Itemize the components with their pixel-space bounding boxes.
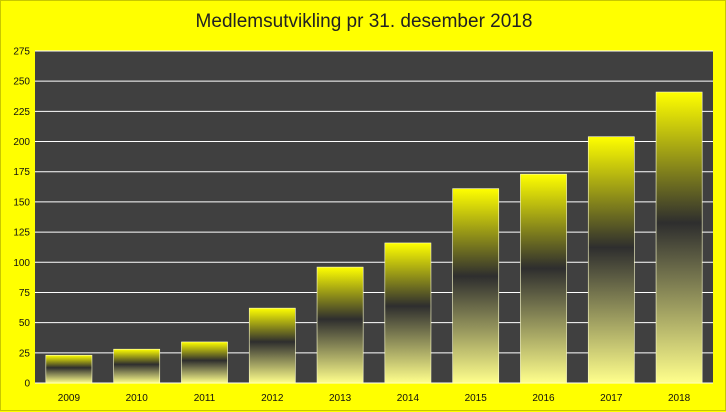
y-tick-label-175: 175 bbox=[13, 167, 30, 178]
chart-title: Medlemsutvikling pr 31. desember 2018 bbox=[195, 11, 533, 32]
x-tick-label-2016: 2016 bbox=[532, 393, 555, 404]
x-tick-label-2010: 2010 bbox=[126, 393, 149, 404]
y-tick-label-0: 0 bbox=[24, 379, 30, 390]
y-tick-label-75: 75 bbox=[19, 288, 31, 299]
x-tick-label-2009: 2009 bbox=[58, 393, 81, 404]
y-tick-label-250: 250 bbox=[13, 77, 30, 88]
y-tick-label-50: 50 bbox=[19, 318, 31, 329]
x-tick-label-2015: 2015 bbox=[465, 393, 488, 404]
bar-2017 bbox=[587, 136, 635, 384]
x-tick-label-2014: 2014 bbox=[397, 393, 420, 404]
x-tick-label-2012: 2012 bbox=[261, 393, 284, 404]
y-tick-label-25: 25 bbox=[19, 348, 31, 359]
x-tick-label-2011: 2011 bbox=[194, 393, 216, 404]
y-tick-label-150: 150 bbox=[13, 197, 30, 208]
x-tick-label-2018: 2018 bbox=[668, 393, 691, 404]
x-tick-label-2013: 2013 bbox=[329, 393, 352, 404]
y-tick-label-275: 275 bbox=[13, 47, 30, 58]
bar-2018 bbox=[655, 91, 703, 384]
bar-2015 bbox=[452, 188, 500, 384]
bar-2016 bbox=[520, 173, 567, 384]
bar-2009 bbox=[45, 354, 93, 384]
x-tick-label-2017: 2017 bbox=[600, 393, 623, 404]
bar-2012 bbox=[248, 307, 296, 384]
bar-2013 bbox=[316, 266, 364, 384]
y-tick-label-225: 225 bbox=[13, 107, 30, 118]
bar-2010 bbox=[113, 348, 161, 384]
y-tick-label-125: 125 bbox=[13, 228, 30, 239]
bar-2011 bbox=[181, 341, 228, 384]
y-tick-label-100: 100 bbox=[13, 258, 30, 269]
y-tick-label-200: 200 bbox=[13, 137, 30, 148]
bar-2014 bbox=[384, 242, 432, 384]
